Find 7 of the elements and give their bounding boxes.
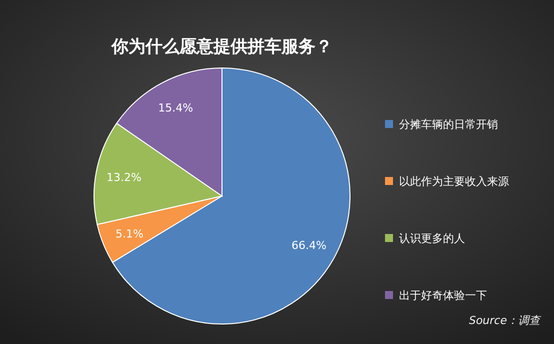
data-label: 66.4% <box>292 239 326 252</box>
source-note: Source：调查 <box>468 314 542 327</box>
data-label: 5.1% <box>115 227 144 240</box>
legend-label: 认识更多的人 <box>399 232 465 245</box>
data-label: 15.4% <box>158 102 194 115</box>
data-label: 13.2% <box>106 171 142 184</box>
chart-title: 你为什么愿意提供拼车服务？ <box>110 37 332 57</box>
